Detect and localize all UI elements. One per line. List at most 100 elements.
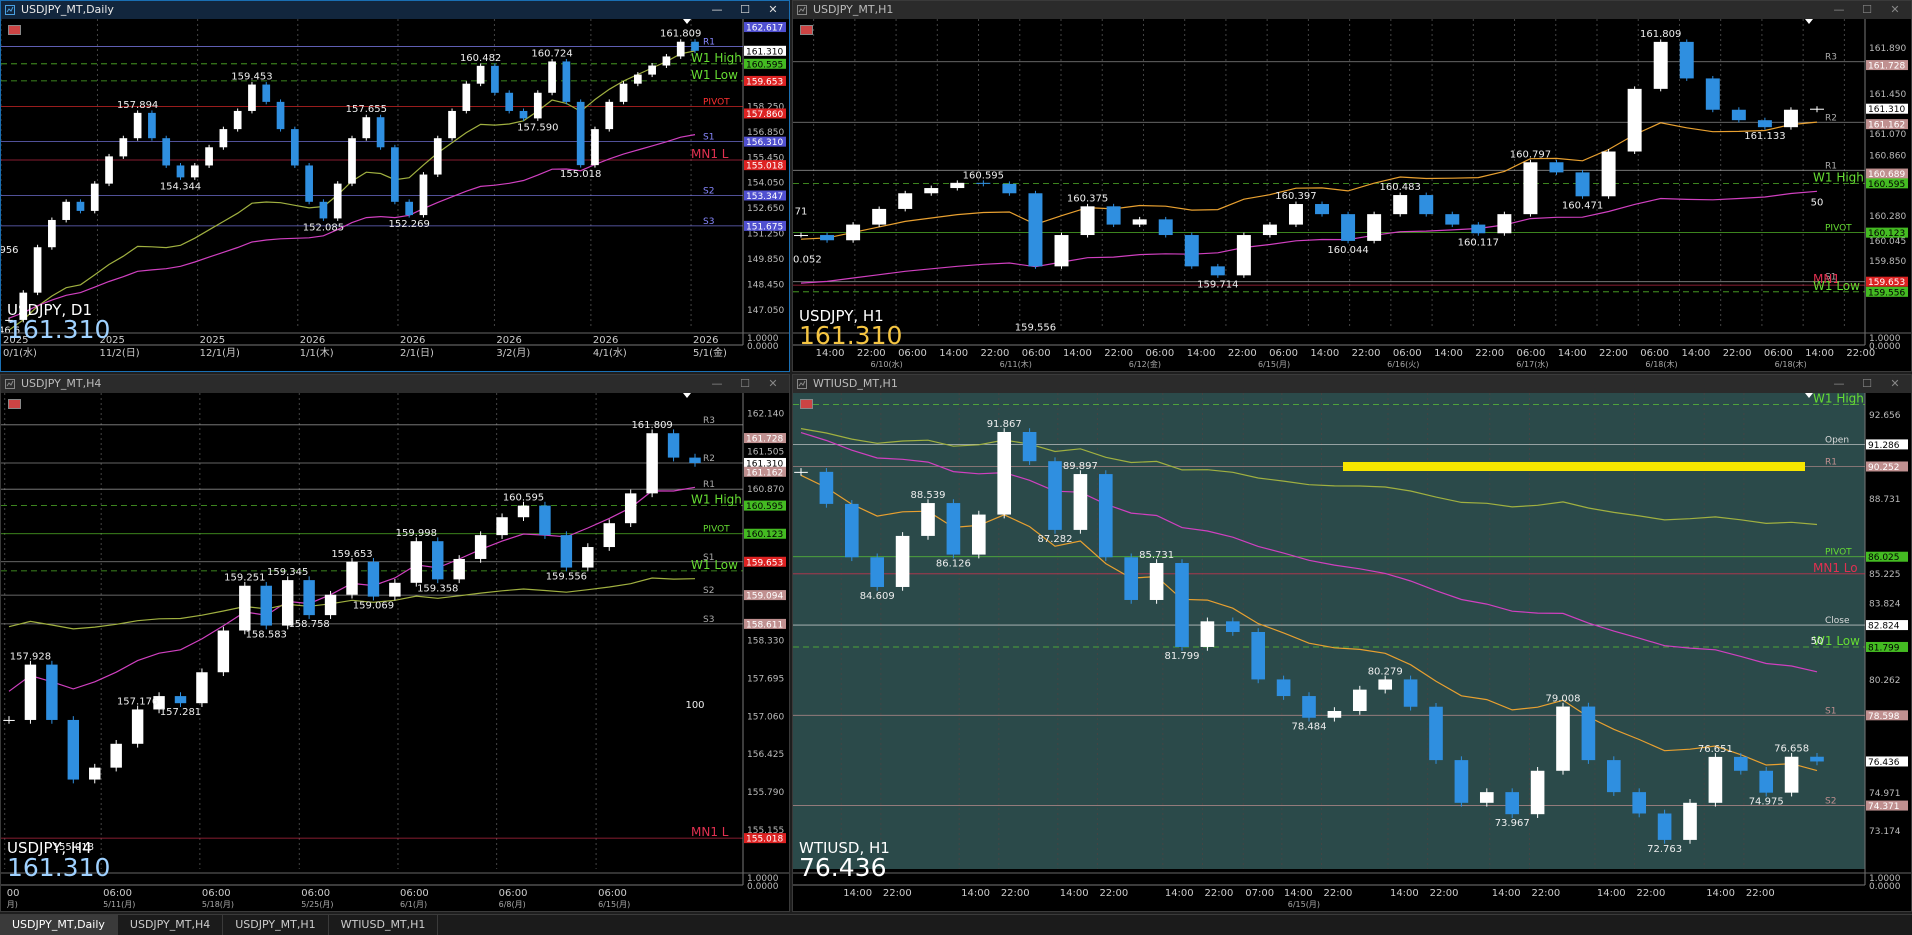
x-tick-label: 14:00 [961, 888, 990, 899]
price-annotation: 159.251 [224, 573, 265, 584]
candle-body [1810, 108, 1824, 110]
candle-body [1632, 792, 1647, 814]
close-button[interactable]: ✕ [1890, 3, 1900, 16]
close-button[interactable]: ✕ [768, 3, 778, 16]
price-annotation: 157.590 [517, 122, 558, 133]
highlight-marker [1343, 462, 1805, 471]
price-tag [1866, 103, 1908, 114]
price-chart[interactable]: 161.890 161.728 161.450 161.310 161.162161.0… [793, 19, 1911, 371]
minimize-button[interactable]: — [1833, 377, 1845, 390]
candle-body [1200, 621, 1215, 647]
candle-body [176, 165, 185, 178]
current-price: 76.436 [799, 853, 887, 882]
price-annotation: 88.539 [911, 490, 946, 501]
window-titlebar[interactable]: USDJPY_MT,H1 — ☐ ✕ [793, 1, 1911, 19]
price-tag-label: 161.310 [746, 47, 783, 57]
price-annotation: 160.797 [1510, 149, 1551, 160]
y-tick-label: 162.140 [747, 409, 784, 419]
level-line-label: PIVOT [1825, 548, 1852, 558]
candle-body [1627, 88, 1642, 152]
candle-body [448, 110, 456, 139]
chart-menu-icon[interactable] [800, 25, 813, 35]
price-annotation: 158.583 [246, 630, 287, 641]
tab-usdjpy-h1[interactable]: USDJPY_MT,H1 [223, 915, 329, 935]
price-tag-label: 160.689 [1868, 170, 1905, 180]
x-tick-label: 22:00 [1846, 348, 1875, 359]
shift-marker-icon [1805, 393, 1813, 398]
chart-menu-icon[interactable] [800, 399, 813, 409]
candle-body [1054, 235, 1069, 267]
candle-body [1175, 563, 1189, 647]
tab-wtiusd-h1[interactable]: WTIUSD_MT,H1 [329, 915, 439, 935]
y-tick-label: 159.850 [1869, 257, 1906, 267]
candle-body [633, 74, 642, 84]
chart-window-usdjpy-h1[interactable]: USDJPY_MT,H1 — ☐ ✕ 161.890 161.728 161.450… [792, 0, 1912, 372]
price-tag [744, 466, 786, 477]
window-titlebar[interactable]: USDJPY_MT,H4 — ☐ ✕ [1, 375, 789, 393]
y-tick-label: 158.330 [747, 637, 784, 647]
price-tag [744, 220, 786, 231]
level-line-label: S3 [703, 615, 714, 625]
chart-window-usdjpy-daily[interactable]: USDJPY_MT,Daily — ☐ ✕ 162.617 161.310 160.… [0, 0, 790, 372]
candle-body [539, 505, 551, 536]
price-annotation: 160.044 [1327, 245, 1368, 256]
price-chart[interactable]: 162.617 161.310 160.595 159.653 158.250 156.8… [1, 19, 789, 371]
window-titlebar[interactable]: USDJPY_MT,Daily — ☐ ✕ [1, 1, 789, 19]
tab-usdjpy-h4[interactable]: USDJPY_MT,H4 [118, 915, 224, 935]
close-button[interactable]: ✕ [1890, 377, 1900, 390]
level-line-label: R1 [1825, 161, 1837, 171]
chart-window-usdjpy-h4[interactable]: USDJPY_MT,H4 — ☐ ✕ 162.140 161.728 161.505… [0, 374, 790, 912]
candle-body [820, 235, 835, 241]
candle-body [1048, 461, 1062, 530]
chart-menu-icon[interactable] [8, 25, 21, 35]
candle-body [1581, 706, 1596, 761]
x-year-label: 2025 [3, 335, 28, 346]
candle-body [1471, 224, 1486, 234]
maximize-button[interactable]: ☐ [740, 377, 750, 390]
minimize-button[interactable]: — [711, 377, 723, 390]
price-annotation: 46.6 [1, 326, 20, 337]
candlestick-chart-h1[interactable]: 161.890 161.728 161.450 161.310 161.162161.0… [793, 19, 1911, 371]
price-chart[interactable]: 162.140161.728161.505161.310161.162160.8… [1, 393, 789, 911]
price-annotation: 84.609 [860, 591, 895, 602]
candle-body [333, 183, 342, 219]
candle-body [1757, 120, 1772, 128]
candle-body [24, 664, 37, 720]
price-chart[interactable]: 92.656 91.286 90.252 88.731 86.025 85.225 83.8… [793, 393, 1911, 911]
y-tick-label: 160.280 [1869, 212, 1906, 222]
price-tag [1866, 119, 1908, 130]
price-annotation: 160.482 [460, 53, 501, 64]
chart-menu-icon[interactable] [8, 399, 21, 409]
chart-window-wtiusd-h1[interactable]: WTIUSD_MT,H1 — ☐ ✕ 92.656 91.286 90.252 88.… [792, 374, 1912, 912]
candlestick-chart-h4[interactable]: 162.140161.728161.505161.310161.162160.8… [1, 393, 789, 911]
candle-body [133, 112, 142, 139]
maximize-button[interactable]: ☐ [740, 3, 750, 16]
candle-body [474, 535, 487, 559]
current-price: 161.310 [799, 321, 903, 350]
tab-usdjpy-daily[interactable]: USDJPY_MT,Daily [0, 915, 118, 935]
price-annotation: 160.724 [531, 48, 572, 59]
x-tick-label: 14:00 [1681, 348, 1710, 359]
candle-body [46, 664, 58, 720]
close-button[interactable]: ✕ [768, 377, 778, 390]
candle-body [1497, 214, 1512, 234]
maximize-button[interactable]: ☐ [1862, 3, 1872, 16]
maximize-button[interactable]: ☐ [1862, 377, 1872, 390]
price-tag-label: 161.728 [1868, 62, 1905, 72]
price-tag [744, 590, 786, 601]
candlestick-chart-wti-h1[interactable]: 92.656 91.286 90.252 88.731 86.025 85.225 83.8… [793, 393, 1911, 911]
x-tick-label: 06:00 [598, 888, 627, 899]
level-line-label: R3 [1825, 53, 1837, 63]
candle-body [946, 503, 961, 555]
price-tag [1866, 620, 1908, 631]
y-tick-label: 155.450 [747, 153, 784, 163]
level-line-label: W1 High [1813, 170, 1864, 184]
price-annotation: 159.556 [1015, 323, 1056, 334]
candlestick-chart-d1[interactable]: 162.617 161.310 160.595 159.653 158.250 156.8… [1, 19, 789, 371]
minimize-button[interactable]: — [1833, 3, 1845, 16]
minimize-button[interactable]: — [711, 3, 723, 16]
window-titlebar[interactable]: WTIUSD_MT,H1 — ☐ ✕ [793, 375, 1911, 393]
price-annotation: 100 [685, 700, 704, 711]
level-line-label: S2 [703, 586, 714, 596]
x-tick-label: 22:00 [1430, 888, 1459, 899]
